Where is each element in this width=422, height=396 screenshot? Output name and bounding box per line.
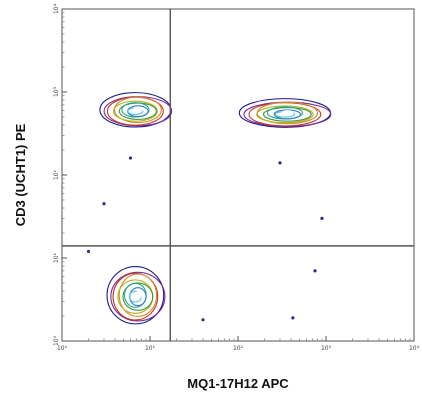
contour-ring — [133, 291, 142, 300]
outlier-event — [313, 269, 317, 273]
contour-ring — [256, 105, 314, 124]
contour-ring — [273, 109, 302, 120]
contour-ring — [121, 102, 150, 118]
x-tick-label: 10⁰ — [57, 345, 68, 352]
plot-frame — [61, 8, 415, 342]
y-tick-label: 10³ — [53, 86, 60, 97]
contour-layer — [99, 92, 332, 325]
y-tick-label: 10² — [53, 169, 60, 180]
contour-ring — [112, 100, 158, 122]
x-axis-label: MQ1-17H12 APC — [187, 376, 289, 391]
x-tick-label: 10⁴ — [409, 345, 420, 352]
y-axis-ticks: 10⁰ 10¹ 10² 10³ 10⁴ — [53, 3, 67, 346]
outlier-event — [291, 316, 295, 320]
quadrant-gates — [62, 9, 414, 341]
contour-ring — [281, 110, 294, 116]
contour-ring — [112, 272, 159, 321]
x-tick-label: 10² — [233, 345, 244, 352]
x-tick-label: 10¹ — [145, 345, 156, 352]
x-axis-ticks: 10⁰ 10¹ 10² 10³ 10⁴ — [57, 336, 420, 352]
contour-ring — [133, 106, 143, 113]
y-axis-label: CD3 (UCHT1) PE — [13, 123, 28, 226]
outlier-event — [86, 249, 91, 254]
outlier-event — [320, 216, 324, 220]
contour-ring — [106, 266, 165, 325]
outlier-layer — [86, 156, 324, 322]
contour-ring — [122, 282, 154, 311]
y-tick-label: 10⁰ — [53, 335, 60, 346]
outlier-event — [128, 156, 133, 160]
contour-ring — [110, 271, 166, 322]
outlier-event — [102, 202, 106, 206]
x-tick-label: 10³ — [321, 345, 332, 352]
contour-ring — [118, 273, 158, 318]
outlier-event — [278, 161, 282, 165]
outlier-event — [201, 318, 205, 322]
y-tick-label: 10⁴ — [53, 3, 60, 14]
y-tick-label: 10¹ — [53, 252, 60, 263]
contour-ring — [113, 96, 162, 124]
